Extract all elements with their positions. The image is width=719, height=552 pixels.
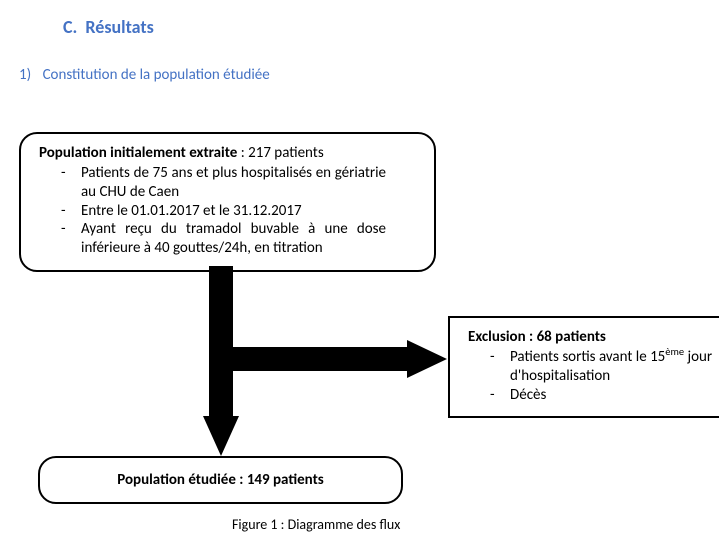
exclusion-bullet-1: Patients sortis avant le 15ème jour d'ho… (496, 348, 717, 386)
figure-caption: Figure 1 : Diagramme des flux (232, 516, 400, 533)
box1-bullets: Patients de 75 ans et plus hospitalisés … (39, 164, 416, 258)
section-letter: C. (63, 16, 81, 38)
subsection-title: Constitution de la population étudiée (43, 66, 270, 84)
exclusion-title: Exclusion : 68 patients (468, 328, 717, 346)
box1-title-bold: Population initialement extraite (39, 144, 237, 162)
exclusion-b1-sup: ème (665, 345, 684, 358)
box2-title: Population étudiée : 149 patients (117, 471, 324, 489)
section-title: Résultats (85, 16, 153, 38)
exclusion-box: Exclusion : 68 patients Patients sortis … (448, 316, 719, 418)
subsection-number: 1) (19, 66, 31, 84)
section-heading: C. Résultats (63, 16, 154, 38)
studied-population-box: Population étudiée : 149 patients (38, 456, 403, 504)
box1-title-rest: : 217 patients (237, 144, 323, 162)
box1-title-row: Population initialement extraite : 217 p… (39, 144, 416, 162)
exclusion-bullet-2: Décès (496, 386, 717, 405)
exclusion-b1-pre: Patients sortis avant le 15 (510, 348, 665, 366)
subsection-heading: 1) Constitution de la population étudiée (19, 66, 270, 84)
box1-bullet-3: Ayant reçu du tramadol buvable à une dos… (67, 220, 386, 258)
initial-population-box: Population initialement extraite : 217 p… (19, 132, 436, 272)
box1-bullet-2: Entre le 01.01.2017 et le 31.12.2017 (67, 202, 416, 221)
arrow-right-icon (229, 340, 448, 383)
exclusion-bullets: Patients sortis avant le 15ème jour d'ho… (468, 348, 717, 404)
box1-bullet-1: Patients de 75 ans et plus hospitalisés … (67, 164, 386, 202)
